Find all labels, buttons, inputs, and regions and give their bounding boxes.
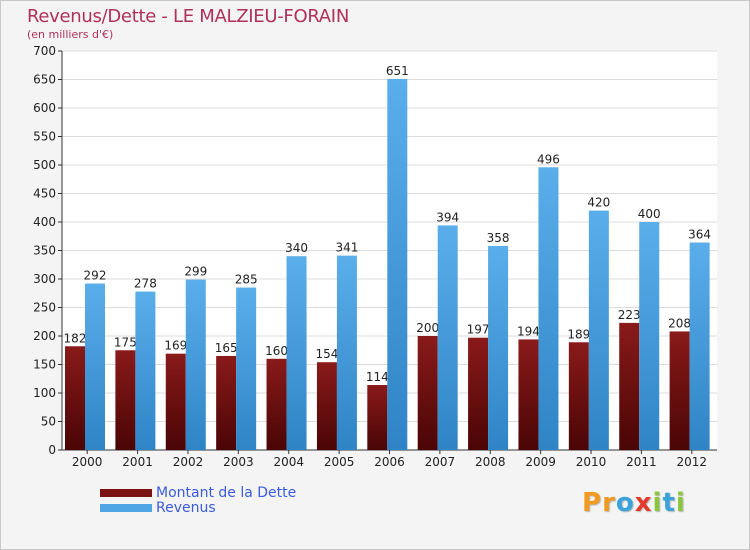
bar-revenus	[236, 287, 257, 450]
bar-dette	[518, 339, 539, 450]
bar-dette	[619, 322, 640, 450]
x-tick-label: 2009	[525, 455, 556, 469]
proxiti-logo: Proxiti	[582, 488, 686, 518]
bar-revenus	[85, 283, 105, 450]
y-tick-label: 50	[41, 415, 56, 429]
y-tick-label: 100	[33, 386, 56, 400]
bar-dette	[417, 336, 438, 450]
y-tick-label: 200	[33, 329, 56, 343]
bar-revenus	[488, 245, 509, 450]
bar-revenus	[135, 291, 156, 450]
x-tick-label: 2012	[677, 455, 708, 469]
chart-subtitle: (en milliers d'€)	[27, 28, 114, 41]
data-label-revenus: 651	[386, 64, 409, 78]
bar-revenus	[538, 167, 559, 450]
y-tick-label: 550	[33, 130, 56, 144]
logo-letter: i	[652, 488, 663, 518]
logo-letter: P	[582, 488, 603, 518]
logo-letter: o	[615, 488, 635, 518]
data-label-dette: 182	[64, 331, 87, 345]
legend-swatch-dette	[100, 489, 152, 497]
bar-dette	[367, 385, 388, 450]
x-tick-label: 2004	[273, 455, 304, 469]
logo-letter: i	[675, 488, 686, 518]
bar-dette	[316, 362, 337, 450]
bar-dette	[468, 337, 489, 450]
bar-dette	[165, 353, 186, 450]
data-label-dette: 154	[315, 347, 338, 361]
legend-label-dette: Montant de la Dette	[156, 485, 297, 501]
data-label-revenus: 292	[84, 269, 107, 283]
bar-dette	[65, 346, 85, 450]
data-label-revenus: 364	[688, 228, 711, 242]
data-label-revenus: 285	[235, 273, 258, 287]
x-tick-label: 2005	[324, 455, 355, 469]
y-tick-label: 450	[33, 187, 56, 201]
x-tick-label: 2001	[122, 455, 153, 469]
y-tick-label: 250	[33, 301, 56, 315]
bar-dette	[216, 355, 237, 450]
data-label-revenus: 299	[184, 265, 207, 279]
y-tick-label: 650	[33, 73, 56, 87]
chart-title: Revenus/Dette - LE MALZIEU-FORAIN	[27, 6, 349, 27]
x-tick-label: 2006	[374, 455, 405, 469]
data-label-dette: 197	[467, 323, 490, 337]
x-tick-label: 2011	[626, 455, 657, 469]
x-tick-label: 2010	[576, 455, 607, 469]
y-tick-label: 600	[33, 101, 56, 115]
y-tick-label: 350	[33, 244, 56, 258]
bar-dette	[568, 342, 589, 450]
logo-letter: r	[602, 488, 616, 518]
data-label-revenus: 420	[587, 196, 610, 210]
legend-swatch-revenus	[100, 504, 152, 512]
data-label-revenus: 394	[436, 210, 459, 224]
y-tick-label: 150	[33, 358, 56, 372]
data-label-dette: 169	[164, 339, 187, 353]
x-tick-label: 2002	[173, 455, 204, 469]
data-label-revenus: 341	[335, 241, 358, 255]
data-label-dette: 114	[366, 370, 389, 384]
y-tick-label: 0	[48, 443, 56, 457]
data-label-dette: 194	[517, 324, 540, 338]
bar-revenus	[387, 78, 408, 451]
bar-revenus	[185, 279, 206, 450]
data-label-dette: 175	[114, 335, 137, 349]
x-tick-label: 2007	[425, 455, 456, 469]
y-tick-label: 400	[33, 215, 56, 229]
data-label-revenus: 400	[638, 207, 661, 221]
bar-dette	[115, 350, 136, 450]
x-tick-label: 2008	[475, 455, 506, 469]
data-label-revenus: 496	[537, 152, 560, 166]
logo-letter: t	[662, 488, 676, 518]
y-tick-label: 700	[33, 44, 56, 58]
data-label-dette: 160	[265, 344, 288, 358]
data-label-revenus: 340	[285, 241, 308, 255]
bar-revenus	[336, 255, 357, 450]
data-label-dette: 200	[416, 321, 439, 335]
logo-letter: x	[634, 488, 653, 518]
bar-revenus	[639, 222, 660, 450]
x-tick-label: 2000	[72, 455, 103, 469]
bar-revenus	[286, 256, 307, 450]
x-tick-label: 2003	[223, 455, 254, 469]
y-tick-label: 300	[33, 272, 56, 286]
data-label-dette: 165	[215, 341, 238, 355]
bar-revenus	[437, 225, 458, 450]
data-label-revenus: 278	[134, 277, 157, 291]
legend-label-revenus: Revenus	[156, 500, 216, 516]
data-label-dette: 189	[567, 327, 590, 341]
bar-dette	[669, 331, 690, 450]
bar-revenus	[689, 242, 710, 450]
data-label-dette: 223	[618, 308, 641, 322]
bar-dette	[266, 358, 287, 450]
data-label-dette: 208	[668, 316, 691, 330]
bar-revenus	[588, 210, 609, 450]
data-label-revenus: 358	[487, 231, 510, 245]
y-tick-label: 500	[33, 158, 56, 172]
